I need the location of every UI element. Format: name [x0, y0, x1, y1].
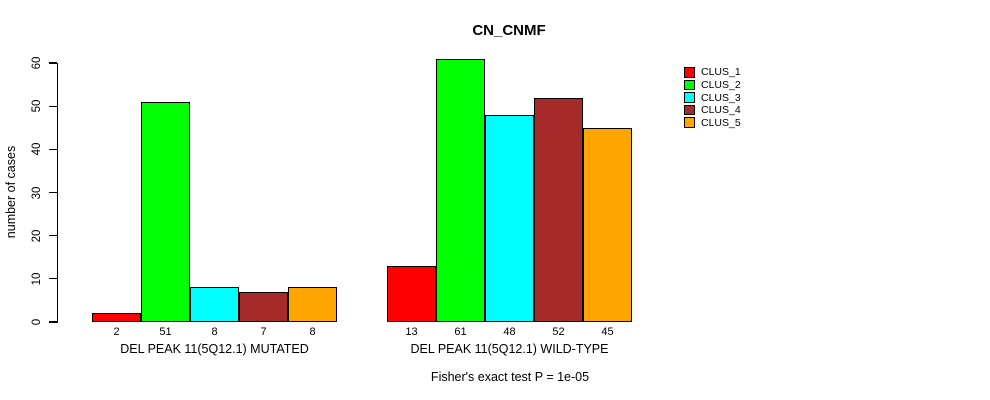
y-axis-tick	[49, 62, 57, 64]
y-axis-tick	[49, 321, 57, 323]
legend-label-clus_5: CLUS_5	[701, 116, 741, 129]
y-axis-tick-label: 0	[31, 318, 43, 326]
y-axis-label: number of cases	[4, 145, 18, 239]
bar-value-label: 8	[309, 326, 316, 338]
bar-value-label: 7	[260, 326, 267, 338]
y-axis-tick	[49, 235, 57, 237]
bar-clus_2-group1	[141, 101, 190, 322]
legend-label-clus_1: CLUS_1	[701, 66, 741, 79]
legend-swatch-clus_3	[684, 92, 695, 103]
bar-value-label: 48	[503, 326, 516, 338]
bar-value-label: 51	[159, 326, 172, 338]
y-axis-tick	[49, 191, 57, 194]
bar-clus_1-group1	[92, 313, 141, 322]
y-axis-tick	[49, 278, 57, 280]
y-axis-tick-label: 30	[31, 186, 43, 199]
legend-swatch-clus_4	[684, 104, 695, 116]
bar-clus_4-group1	[239, 291, 288, 322]
bar-clus_1-group2	[387, 265, 436, 322]
y-axis-tick-label: 60	[31, 56, 43, 70]
legend-swatch-clus_1	[684, 67, 695, 78]
bar-value-label: 2	[113, 326, 120, 338]
y-axis-tick	[49, 148, 57, 150]
y-axis-tick-label: 20	[31, 229, 43, 243]
chart-title: CN_CNMF	[472, 22, 546, 39]
category-label-group2: DEL PEAK 11(5Q12.1) WILD-TYPE	[410, 342, 609, 356]
category-label-group1: DEL PEAK 11(5Q12.1) MUTATED	[120, 342, 309, 356]
y-axis-tick-label: 10	[31, 272, 43, 286]
footer-note: Fisher's exact test P = 1e-05	[430, 370, 590, 384]
legend-label-clus_4: CLUS_4	[701, 104, 741, 117]
bar-clus_3-group2	[485, 114, 534, 322]
bar-value-label: 45	[601, 326, 614, 338]
legend-label-clus_2: CLUS_2	[701, 78, 741, 91]
bar-clus_2-group2	[436, 58, 485, 322]
bar-value-label: 52	[552, 326, 565, 338]
bar-value-label: 8	[211, 326, 218, 338]
bar-clus_5-group2	[583, 127, 632, 322]
bar-value-label: 61	[454, 326, 467, 338]
legend-swatch-clus_2	[684, 79, 695, 91]
legend-swatch-clus_5	[684, 117, 695, 128]
y-axis-line	[57, 63, 59, 323]
bar-clus_5-group1	[288, 287, 337, 322]
legend-label-clus_3: CLUS_3	[701, 91, 741, 104]
bar-clus_3-group1	[190, 287, 239, 322]
bar-clus_4-group2	[534, 97, 583, 322]
bar-value-label: 13	[405, 326, 418, 338]
y-axis-tick	[49, 105, 57, 107]
y-axis-tick-label: 40	[31, 142, 43, 156]
y-axis-tick-label: 50	[31, 99, 43, 113]
